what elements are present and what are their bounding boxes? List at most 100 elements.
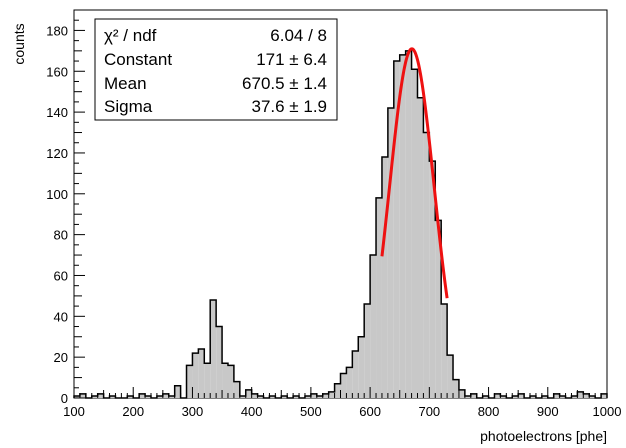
histogram-bin [251, 393, 258, 398]
histogram-bin [429, 161, 436, 398]
stats-sigma-value: 37.6 ± 1.9 [252, 97, 328, 116]
histogram-bin [168, 395, 175, 398]
histogram-bin [198, 348, 205, 398]
x-tick-label: 600 [359, 404, 381, 419]
histogram-bin [381, 157, 388, 398]
histogram-bin [192, 353, 199, 398]
histogram-bin [417, 97, 424, 398]
histogram-bin [156, 395, 163, 398]
histogram-bin [245, 389, 252, 398]
gaussian-fit-line [380, 47, 449, 299]
histogram-bin [553, 393, 560, 398]
histogram-bin [393, 61, 400, 399]
x-tick-label: 500 [300, 404, 322, 419]
histogram-bin [109, 395, 116, 398]
histogram-bin [139, 393, 146, 398]
y-tick-label: 180 [46, 23, 68, 38]
x-tick-label: 100 [63, 404, 85, 419]
histogram-bin [512, 395, 519, 398]
histogram-bin [589, 395, 596, 398]
histogram-bin [530, 395, 536, 398]
histogram-bin [470, 393, 477, 398]
histogram-bin [453, 379, 459, 398]
stats-mean-value: 670.5 ± 1.4 [242, 74, 327, 93]
axis-layer: 100 200 300 400 500 600 700 800 900 1000 0 20 40 60 80… [46, 9, 622, 419]
histogram-bin [328, 391, 335, 398]
histogram-bin [91, 395, 98, 398]
histogram-bin [447, 355, 454, 398]
x-tick-label: 800 [478, 404, 500, 419]
stats-sigma-label: Sigma [104, 97, 153, 116]
histogram-bin [74, 395, 80, 398]
histogram-bin [559, 395, 566, 398]
histogram-bin [370, 255, 377, 398]
histogram-bin [346, 367, 353, 398]
histogram-bin [281, 395, 288, 398]
y-tick-label: 20 [54, 350, 68, 365]
histogram-bin [583, 393, 590, 398]
histogram-bin [97, 393, 104, 398]
histogram-bin [482, 395, 489, 398]
x-tick-label: 1000 [593, 404, 622, 419]
histogram-bin [162, 393, 169, 398]
y-tick-label: 100 [46, 187, 68, 202]
y-tick-label: 120 [46, 146, 68, 161]
fit-stats-box: χ² / ndf 6.04 / 8 Constant 171 ± 6.4 Mea… [94, 18, 338, 121]
stats-constant-value: 171 ± 6.4 [256, 50, 327, 69]
histogram-bin [364, 304, 371, 398]
histogram-bin [411, 69, 418, 398]
stats-chi2-value: 6.04 / 8 [270, 26, 327, 45]
stats-chi2-label: χ² / ndf [104, 26, 157, 45]
histogram-bin [541, 395, 548, 398]
histogram-bin [464, 395, 471, 398]
histogram-bin [174, 385, 181, 398]
y-tick-label: 60 [54, 268, 68, 283]
histogram-bin [376, 197, 382, 398]
stats-box-frame [94, 18, 338, 121]
histogram-bin [257, 395, 264, 398]
y-tick-label: 40 [54, 309, 68, 324]
histogram-bin [441, 304, 448, 398]
x-axis-title: photoelectrons [phe] [480, 428, 607, 444]
histogram-bin [494, 393, 501, 398]
histogram-bin [79, 393, 86, 398]
histogram-bin [577, 391, 584, 398]
histogram-bin [399, 54, 406, 399]
histogram-bin [458, 389, 465, 398]
x-tick-label: 700 [418, 404, 440, 419]
histogram-bin [186, 365, 193, 398]
histogram-bin [518, 393, 525, 398]
y-tick-label: 80 [54, 228, 68, 243]
histogram-bin [435, 220, 442, 398]
histogram-bin [204, 363, 211, 398]
histogram-bin [571, 395, 578, 398]
stats-mean-label: Mean [104, 74, 147, 93]
x-tick-label: 200 [122, 404, 144, 419]
histogram-bin [239, 395, 246, 398]
stats-constant-label: Constant [104, 50, 172, 69]
histogram-bin [334, 383, 341, 398]
histogram-bin [304, 395, 311, 398]
y-tick-label: 0 [61, 391, 68, 406]
histogram-bin [387, 108, 394, 399]
histogram-bin [352, 351, 359, 398]
y-tick-label: 160 [46, 64, 68, 79]
histogram-bin [601, 393, 607, 398]
histogram-bin [233, 381, 240, 398]
histogram-bin [222, 363, 228, 398]
x-tick-label: 900 [537, 404, 559, 419]
histogram-bin [322, 393, 329, 398]
histogram-bin [216, 326, 223, 398]
histogram-bin [210, 299, 217, 398]
y-tick-label: 140 [46, 105, 68, 120]
histogram-bin [340, 373, 347, 398]
fit-layer [380, 47, 449, 299]
histogram-bin [227, 365, 234, 398]
histogram-bin [127, 395, 134, 398]
histogram-bin [293, 395, 300, 398]
x-tick-label: 400 [241, 404, 263, 419]
histogram-bin [423, 132, 430, 398]
histogram-bin [405, 50, 412, 399]
histogram-bin [316, 395, 323, 398]
histogram-bin [310, 393, 317, 398]
